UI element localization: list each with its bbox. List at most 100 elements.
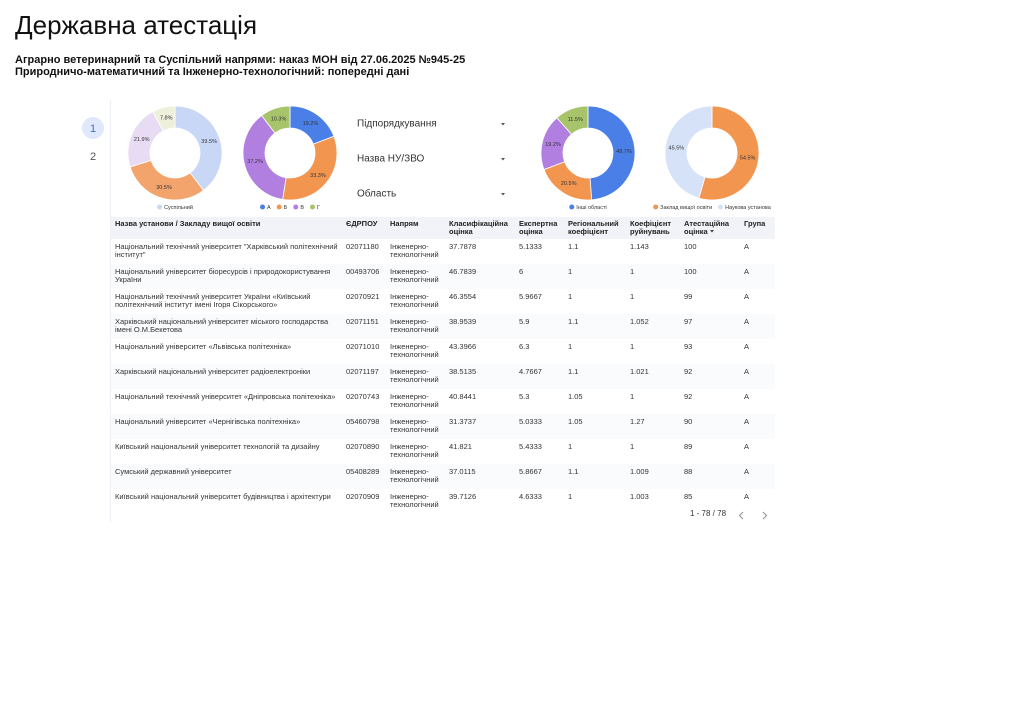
pagination: 1 - 78 / 78 [690,509,727,518]
segment-label: 11.5% [568,117,583,123]
table-cell: А [744,492,750,501]
column-header: Назва установи / Закладу вищої освіти [111,217,342,239]
segment-label: 19.2% [303,121,319,127]
table-cell: 39.7126 [449,492,477,501]
table-cell: 46.3554 [449,292,477,301]
legend-label: Г [317,205,320,211]
donut-segment [174,105,223,191]
donut-segment [556,105,589,135]
table-cell: Національний університет «Чернігівська п… [111,414,342,439]
table-cell: 31.3737 [445,414,515,439]
table-cell: А [740,314,775,339]
table-cell: 1.052 [626,314,680,339]
legend-swatch [157,204,163,210]
table-cell: 85 [684,492,693,501]
table-cell: А [740,264,775,289]
donut-segment [698,105,760,201]
segment-label: 7.8% [160,116,173,122]
table-cell: Інженерно-технологічний [386,464,445,489]
table-cell: 99 [684,292,693,301]
filter-dropdown[interactable]: Підпорядкування [357,119,437,130]
legend-label: Наукова установа [725,205,772,211]
page-title: Державна атестація [15,10,258,40]
page-link[interactable]: 2 [90,151,96,163]
table-cell: 4.6333 [519,492,542,501]
table-cell: А [744,442,750,451]
table-cell: Інженерно-технологічний [390,392,439,409]
table-row: Харківський національний університет міс… [111,314,775,339]
segment-label: 39.5% [201,139,217,145]
table-body: Національний технічний університет "Харк… [111,239,775,514]
subtitle: Аграрно ветеринарний та Суспільний напря… [15,54,466,66]
table-cell: 97 [680,314,740,339]
table-cell: 5.3 [519,392,530,401]
table-cell: 1 [568,292,573,301]
sort-arrow[interactable] [709,230,714,233]
donut-segment [152,105,176,132]
column-header: Коефіцієнт руйнувань [626,217,680,239]
table-cell: Національний технічний університет «Дніп… [115,392,336,401]
table-cell: 1 [568,492,573,501]
segment-label: 10.3% [271,116,287,122]
table-cell: 46.7839 [445,264,515,289]
table-cell: 38.9539 [445,314,515,339]
table-cell: Національний технічний університет "Харк… [115,242,338,259]
column-header: Група [740,217,775,239]
table-cell: 6 [515,264,564,289]
page-link[interactable]: 1 [90,123,96,135]
table-cell: 05460798 [342,414,386,439]
table-row: Національний технічний університет "Харк… [111,239,775,264]
legend-swatch [309,204,315,210]
column-header: Експертна оцінка [515,217,564,239]
table-cell: 1.003 [630,492,649,501]
table-cell: 1.1 [564,464,626,489]
donut-segment [261,105,291,134]
legend-swatch [569,204,575,210]
table-cell: 92 [680,364,740,389]
table-cell: А [744,392,750,401]
column-header[interactable]: Атестаційна оцінка [680,217,740,239]
column-header: ЄДРПОУ [342,217,386,239]
table-cell: 1.143 [630,242,649,251]
table-row: Київський національний університет техно… [111,439,775,464]
table-cell: Інженерно-технологічний [390,242,439,259]
segment-label: 30.5% [156,185,172,191]
table-cell: 00493706 [342,264,386,289]
donut-segment [282,135,338,201]
pager-arrows[interactable] [738,511,768,520]
table-cell: А [740,364,775,389]
table-cell: 1 [626,264,680,289]
table-cell: 93 [684,342,693,351]
table-cell: 43.3966 [449,342,477,351]
table-cell: 1.021 [626,364,680,389]
table-header: Назва установи / Закладу вищої освіти ЄДР… [111,217,775,239]
filter-dropdown[interactable]: Область [357,188,396,200]
column-header: Класифікаційна оцінка [445,217,515,239]
table-cell: 02071151 [342,314,386,339]
donut-segment [129,159,205,201]
table-cell: Харківський національний університет міс… [111,314,342,339]
filter-dropdown[interactable]: Назва НУ/ЗВО [357,154,425,165]
table-cell: 40.8441 [449,392,477,401]
table-cell: Інженерно-технологічний [386,364,445,389]
table-cell: Інженерно-технологічний [386,314,445,339]
table-row: Національний університет «Львівська полі… [111,339,775,364]
segment-label: 20.5% [561,181,577,187]
table-cell: Національний університет біоресурсів і п… [111,264,342,289]
segment-label: 33.3% [310,173,326,179]
table-cell: 37.0115 [445,464,515,489]
table-cell: 02070743 [346,392,380,401]
table-cell: А [744,292,750,301]
table-cell: 6.3 [519,342,530,351]
table-row: Національний технічний університет Украї… [111,289,775,314]
dropdown-arrow[interactable] [501,123,505,196]
table-cell: 88 [680,464,740,489]
legend-label: Інші області [576,205,606,211]
table-cell: 1.05 [568,392,583,401]
sort-icon[interactable] [708,228,716,234]
table-cell: А [740,414,775,439]
donut-segment [242,114,287,200]
table-cell: 1.1 [564,364,626,389]
table-cell: 38.5135 [445,364,515,389]
